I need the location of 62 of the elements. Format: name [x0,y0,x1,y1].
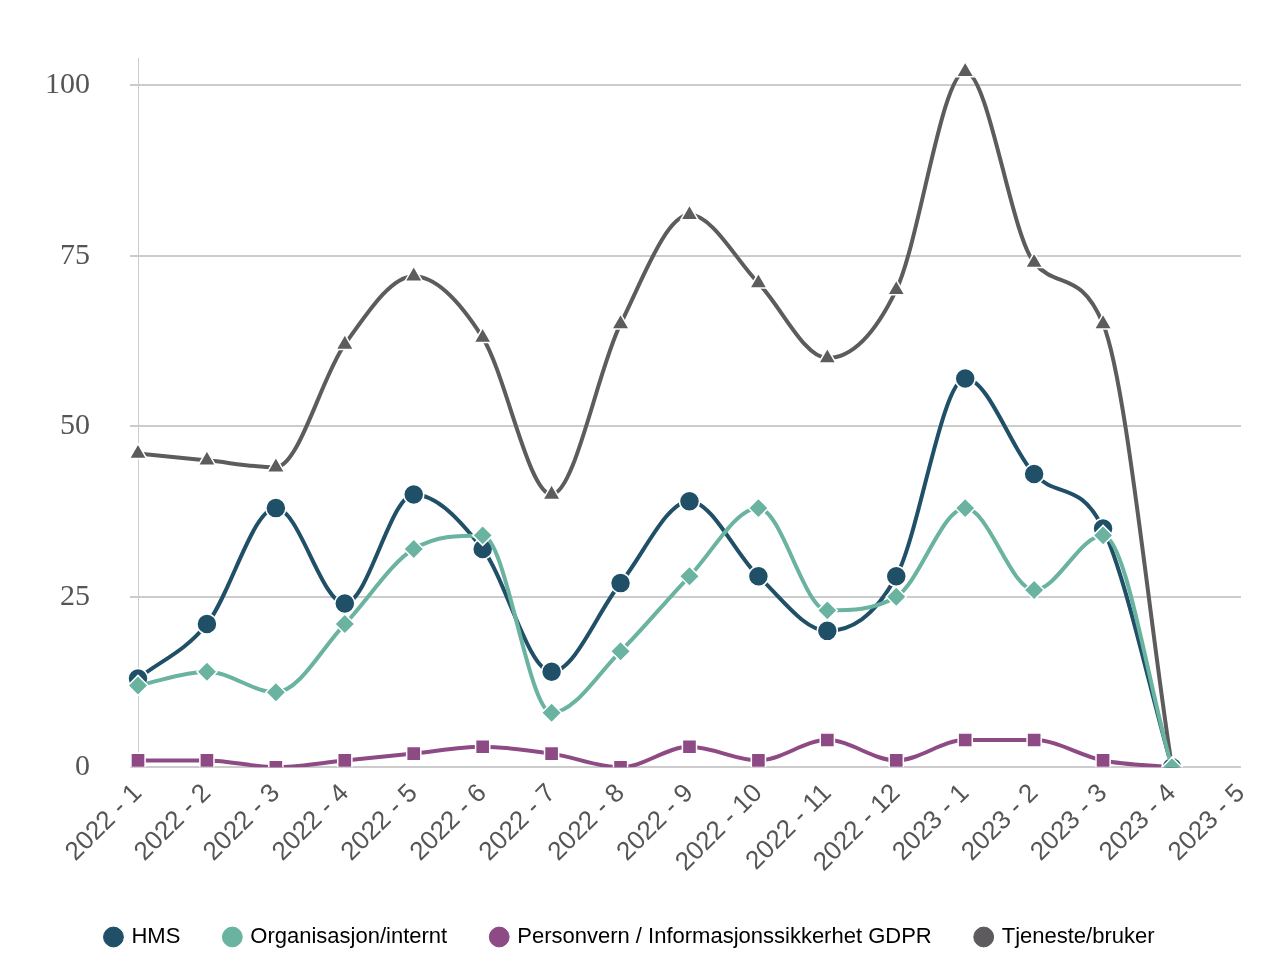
point [265,681,287,703]
point [678,490,701,513]
legend-label: HMS [131,923,181,949]
point [609,572,632,594]
point [1026,732,1042,748]
y-tick-label: 50 [60,407,90,441]
point [954,497,976,519]
point [402,483,425,506]
point [335,333,355,351]
legend-label: Organisasjon/internt [250,923,448,949]
point [609,640,632,663]
y-tick-label: 0 [75,748,90,782]
point [540,701,563,724]
point [402,538,425,560]
y-tick-label: 100 [45,66,90,100]
point [611,313,630,330]
point [540,661,563,683]
point [405,745,422,762]
point [1095,752,1111,768]
point [266,456,286,473]
point [816,599,839,622]
y-tick-label: 25 [60,577,90,611]
point [473,326,493,344]
point [678,565,701,588]
point [265,497,287,519]
point [334,592,356,615]
point [750,752,767,768]
point [127,674,149,697]
point [199,752,215,768]
point [957,732,974,748]
point [197,449,217,467]
legend-label: Personvern / Informasjonssikkerhet GDPR [517,923,932,949]
point [748,272,768,289]
point [196,613,218,635]
legend-label: Tjeneste/bruker [1001,923,1155,949]
point [543,745,560,762]
point [471,524,494,547]
point [816,620,839,642]
point [680,204,699,221]
point [888,752,905,768]
point [885,565,908,588]
point [955,60,975,78]
point [128,442,148,460]
point [404,265,424,282]
y-tick-label: 75 [60,236,90,270]
point [819,732,836,748]
point [334,613,356,635]
point [1023,579,1045,601]
point [1093,313,1113,330]
point [474,738,491,755]
point [1023,463,1045,485]
point [336,752,353,768]
point [196,661,218,683]
point [886,279,906,296]
point [817,347,837,364]
point [681,738,698,755]
point [542,483,562,501]
point [954,367,976,390]
point [885,586,908,608]
point [747,565,770,588]
point [747,497,770,519]
point [1092,524,1114,547]
